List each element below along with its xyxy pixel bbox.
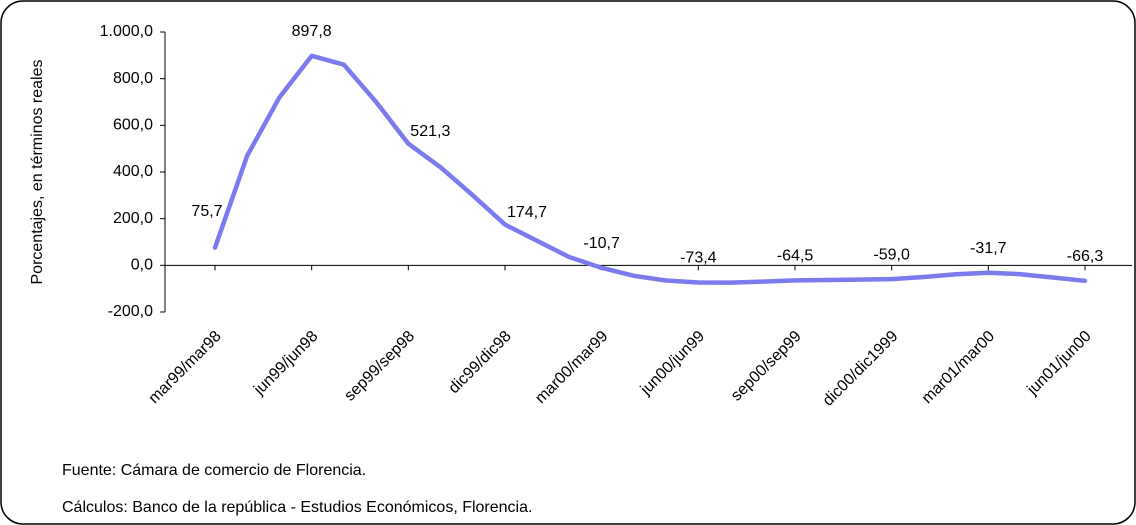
data-label: -73,4 [680, 250, 717, 267]
data-label: 897,8 [292, 23, 332, 40]
calc-note: Cálculos: Banco de la república - Estudi… [62, 499, 532, 516]
x-tick-label: mar00/mar99 [532, 328, 611, 407]
data-label: -31,7 [970, 240, 1007, 257]
x-tick-label: jun01/jun00 [1024, 328, 1095, 399]
x-tick-label: mar01/mar00 [919, 328, 998, 407]
data-label: 75,7 [191, 203, 222, 220]
y-tick-label: 200,0 [113, 210, 153, 227]
x-tick-label: dic99/dic98 [446, 328, 515, 397]
data-line [212, 53, 1088, 285]
x-tick-label: sep00/sep99 [728, 328, 805, 405]
y-tick-label: 800,0 [113, 70, 153, 87]
data-label: -10,7 [583, 235, 620, 252]
y-tick-label: 1.000,0 [100, 23, 153, 40]
data-label: -64,5 [777, 248, 814, 265]
data-label: -59,0 [873, 246, 910, 263]
data-label: -66,3 [1067, 248, 1104, 265]
data-label: 174,7 [507, 204, 547, 221]
y-tick-label: 0,0 [131, 257, 153, 274]
x-tick-label: jun00/jun99 [637, 328, 708, 399]
y-tick-label: 600,0 [113, 117, 153, 134]
y-tick-label: -200,0 [108, 303, 153, 320]
data-label: 521,3 [410, 123, 450, 140]
y-tick-label: 400,0 [113, 163, 153, 180]
x-tick-label: mar99/mar98 [146, 328, 225, 407]
source-note: Fuente: Cámara de comercio de Florencia. [62, 462, 366, 479]
y-axis-title: Porcentajes, en términos reales [29, 60, 46, 285]
x-tick-label: sep99/sep98 [341, 328, 418, 405]
x-tick-label: jun99/jun98 [250, 328, 321, 399]
x-tick-label: dic00/dic1999 [820, 328, 902, 410]
